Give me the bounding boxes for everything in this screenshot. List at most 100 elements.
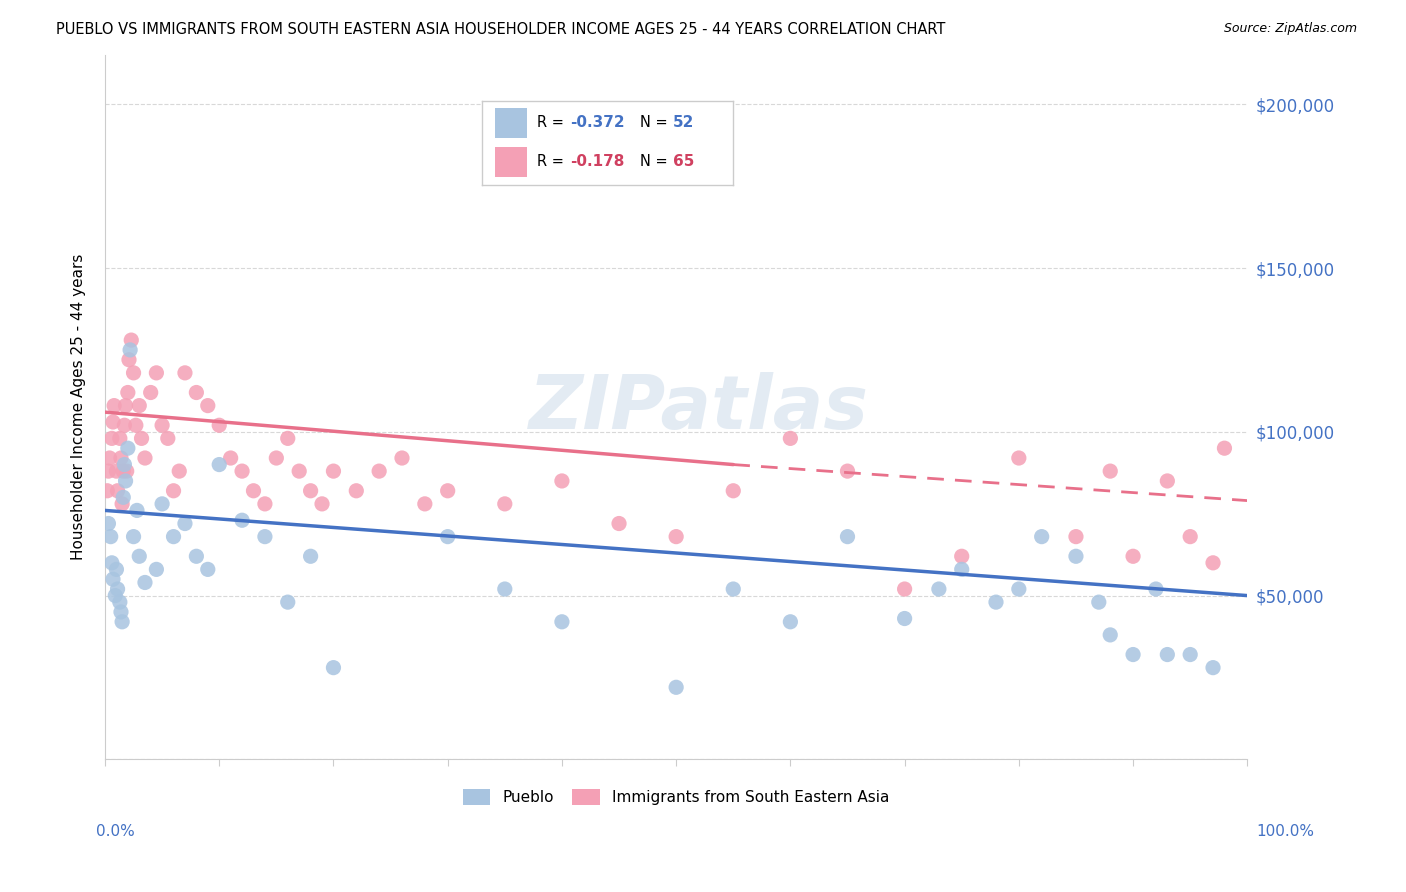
Point: [107, 483, 129, 498]
Point: [391, 450, 413, 465]
Point: [494, 497, 516, 511]
Point: [1180, 530, 1202, 544]
Point: [288, 464, 311, 478]
Point: [150, 418, 173, 433]
Point: [277, 431, 299, 445]
Point: [110, 605, 132, 619]
Point: [665, 530, 688, 544]
Point: [1156, 474, 1178, 488]
Point: [551, 615, 574, 629]
Point: [112, 458, 135, 472]
Point: [112, 418, 135, 433]
Point: [114, 474, 136, 488]
Point: [174, 366, 197, 380]
Point: [1202, 556, 1225, 570]
Point: [1144, 582, 1167, 596]
Point: [128, 549, 150, 564]
Text: 100.0%: 100.0%: [1257, 824, 1315, 838]
Point: [139, 385, 162, 400]
Point: [928, 582, 950, 596]
Point: [344, 483, 367, 498]
Point: [413, 497, 436, 511]
Text: Source: ZipAtlas.com: Source: ZipAtlas.com: [1223, 22, 1357, 36]
Point: [186, 385, 208, 400]
Point: [299, 483, 322, 498]
Text: PUEBLO VS IMMIGRANTS FROM SOUTH EASTERN ASIA HOUSEHOLDER INCOME AGES 25 - 44 YEA: PUEBLO VS IMMIGRANTS FROM SOUTH EASTERN …: [56, 22, 946, 37]
Point: [893, 611, 915, 625]
Point: [105, 464, 128, 478]
Point: [322, 464, 344, 478]
Point: [162, 530, 184, 544]
Point: [156, 431, 179, 445]
Point: [107, 582, 129, 596]
Point: [114, 399, 136, 413]
Point: [436, 530, 458, 544]
Point: [97, 516, 120, 531]
Point: [208, 418, 231, 433]
Point: [1122, 549, 1144, 564]
Point: [101, 415, 124, 429]
Point: [120, 333, 142, 347]
Point: [134, 450, 156, 465]
Point: [103, 399, 125, 413]
Point: [186, 549, 208, 564]
Point: [98, 450, 121, 465]
Point: [322, 660, 344, 674]
Point: [723, 483, 745, 498]
Point: [242, 483, 264, 498]
Point: [122, 530, 145, 544]
Point: [231, 464, 253, 478]
Point: [197, 399, 219, 413]
Point: [1031, 530, 1053, 544]
Point: [1122, 648, 1144, 662]
Point: [197, 562, 219, 576]
Point: [122, 366, 145, 380]
Legend: Pueblo, Immigrants from South Eastern Asia: Pueblo, Immigrants from South Eastern As…: [457, 783, 896, 812]
Point: [950, 562, 973, 576]
Point: [253, 497, 276, 511]
Point: [208, 458, 231, 472]
Point: [174, 516, 197, 531]
Point: [368, 464, 391, 478]
Point: [607, 516, 630, 531]
Point: [1008, 450, 1031, 465]
Point: [111, 497, 134, 511]
Point: [100, 530, 122, 544]
Point: [1088, 595, 1111, 609]
Point: [494, 582, 516, 596]
Point: [723, 582, 745, 596]
Point: [150, 497, 173, 511]
Text: 0.0%: 0.0%: [96, 824, 135, 838]
Point: [1099, 628, 1122, 642]
Point: [101, 556, 124, 570]
Point: [134, 575, 156, 590]
Point: [1156, 648, 1178, 662]
Point: [1064, 530, 1087, 544]
Point: [120, 343, 142, 357]
Point: [125, 418, 148, 433]
Point: [231, 513, 253, 527]
Point: [1213, 441, 1236, 455]
Point: [837, 530, 859, 544]
Point: [219, 450, 242, 465]
Point: [117, 385, 139, 400]
Point: [117, 441, 139, 455]
Point: [665, 681, 688, 695]
Point: [253, 530, 276, 544]
Point: [97, 464, 120, 478]
Point: [108, 431, 131, 445]
Point: [104, 589, 127, 603]
Point: [162, 483, 184, 498]
Text: ZIPatlas: ZIPatlas: [529, 372, 869, 445]
Point: [108, 595, 131, 609]
Point: [110, 450, 132, 465]
Point: [101, 431, 124, 445]
Point: [131, 431, 153, 445]
Point: [111, 615, 134, 629]
Point: [112, 464, 135, 478]
Point: [311, 497, 333, 511]
Point: [145, 366, 167, 380]
Point: [1064, 549, 1087, 564]
Point: [266, 450, 288, 465]
Point: [167, 464, 190, 478]
